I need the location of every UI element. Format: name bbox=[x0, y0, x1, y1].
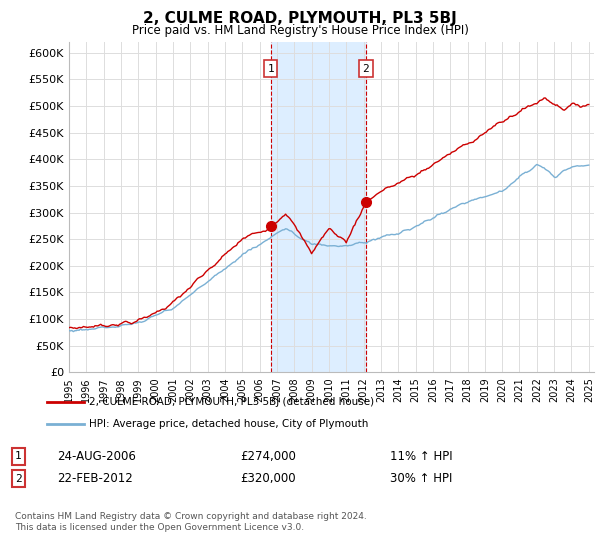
Text: 1: 1 bbox=[268, 64, 274, 74]
Text: 2: 2 bbox=[15, 474, 22, 484]
Text: 22-FEB-2012: 22-FEB-2012 bbox=[57, 472, 133, 486]
Text: 2, CULME ROAD, PLYMOUTH, PL3 5BJ (detached house): 2, CULME ROAD, PLYMOUTH, PL3 5BJ (detach… bbox=[89, 398, 374, 408]
Text: Contains HM Land Registry data © Crown copyright and database right 2024.
This d: Contains HM Land Registry data © Crown c… bbox=[15, 512, 367, 532]
Text: £320,000: £320,000 bbox=[240, 472, 296, 486]
Text: 2, CULME ROAD, PLYMOUTH, PL3 5BJ: 2, CULME ROAD, PLYMOUTH, PL3 5BJ bbox=[143, 11, 457, 26]
Text: HPI: Average price, detached house, City of Plymouth: HPI: Average price, detached house, City… bbox=[89, 419, 368, 429]
Text: 1: 1 bbox=[15, 451, 22, 461]
Text: 2: 2 bbox=[362, 64, 369, 74]
Text: 24-AUG-2006: 24-AUG-2006 bbox=[57, 450, 136, 463]
Text: 30% ↑ HPI: 30% ↑ HPI bbox=[390, 472, 452, 486]
Text: Price paid vs. HM Land Registry's House Price Index (HPI): Price paid vs. HM Land Registry's House … bbox=[131, 24, 469, 36]
Bar bbox=[271, 42, 366, 372]
Text: 11% ↑ HPI: 11% ↑ HPI bbox=[390, 450, 452, 463]
Text: £274,000: £274,000 bbox=[240, 450, 296, 463]
